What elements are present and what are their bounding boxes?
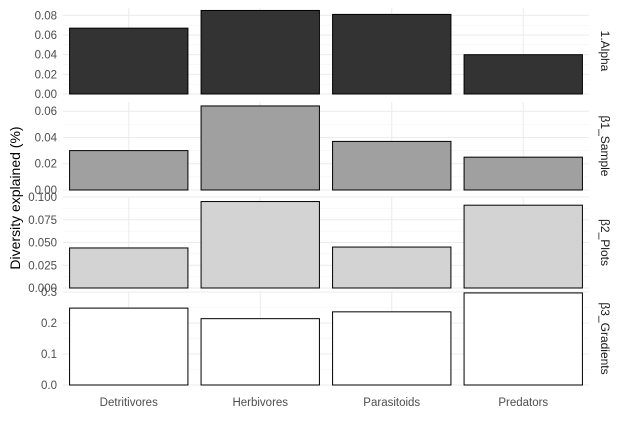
- facet-strip-label: β2_Plots: [598, 219, 612, 266]
- bar: [200, 318, 320, 386]
- facet-panel: 0.00 0.02 0.04 0.06 0.08 1.Alpha: [35, 8, 612, 101]
- y-tick-label: 0.2: [41, 318, 57, 330]
- y-tick-label: 0.06: [35, 106, 57, 118]
- facet-strip-label: β1_Sample: [598, 116, 612, 177]
- bar: [69, 150, 189, 191]
- y-tick-label: 0.100: [28, 192, 57, 204]
- y-tick-label: 0.1: [41, 349, 57, 361]
- bar: [332, 13, 452, 95]
- y-tick-label: 0.00: [35, 185, 57, 197]
- bar: [463, 54, 583, 95]
- facet-panel: 0.0 0.1 0.2 0.3 β3_Gradients: [41, 287, 612, 392]
- bar: [332, 140, 452, 191]
- bar: [69, 27, 189, 95]
- y-tick-label: 0.02: [35, 69, 57, 81]
- y-tick-label: 0.04: [35, 132, 58, 144]
- facet-strip-label: 1.Alpha: [598, 31, 612, 72]
- bar: [200, 105, 320, 191]
- y-tick-label: 0.06: [35, 30, 57, 42]
- x-tick-label: Parasitoids: [363, 397, 420, 409]
- bar: [463, 156, 583, 191]
- y-tick-label: 0.04: [35, 50, 58, 62]
- y-tick-label: 0.025: [28, 260, 57, 272]
- y-tick-label: 0.02: [35, 159, 57, 171]
- facet-panels: 0.000.020.040.060.081.Alpha0.000.020.040…: [28, 8, 612, 392]
- bar: [463, 292, 583, 386]
- y-tick-label: 0.050: [28, 238, 57, 250]
- facet-panel: 0.000 0.025 0.050 0.075 0.100 β2_Plots: [28, 192, 612, 295]
- facet-strip-label: β3_Gradients: [598, 302, 612, 374]
- x-tick-label: Herbivores: [232, 397, 288, 409]
- bar: [332, 311, 452, 386]
- bar: [332, 246, 452, 289]
- x-tick-label: Predators: [498, 397, 548, 409]
- bar: [200, 201, 320, 289]
- bar: [69, 247, 189, 289]
- bar: [463, 204, 583, 289]
- y-tick-label: 0.0: [41, 380, 57, 392]
- facet-panel: 0.00 0.02 0.04 0.06 β1_Sample: [35, 102, 612, 197]
- y-tick-label: 0.000: [28, 283, 57, 295]
- y-tick-label: 0.00: [35, 89, 57, 101]
- y-tick-label: 0.08: [35, 10, 57, 22]
- bar: [69, 307, 189, 386]
- y-tick-label: 0.075: [28, 215, 57, 227]
- y-tick-label: 0.3: [41, 287, 57, 299]
- bar: [200, 9, 320, 95]
- x-tick-label: Detritivores: [100, 397, 158, 409]
- y-axis-title: Diversity explained (%): [7, 126, 23, 269]
- x-axis: Detritivores Herbivores Parasitoids Predato…: [100, 397, 549, 409]
